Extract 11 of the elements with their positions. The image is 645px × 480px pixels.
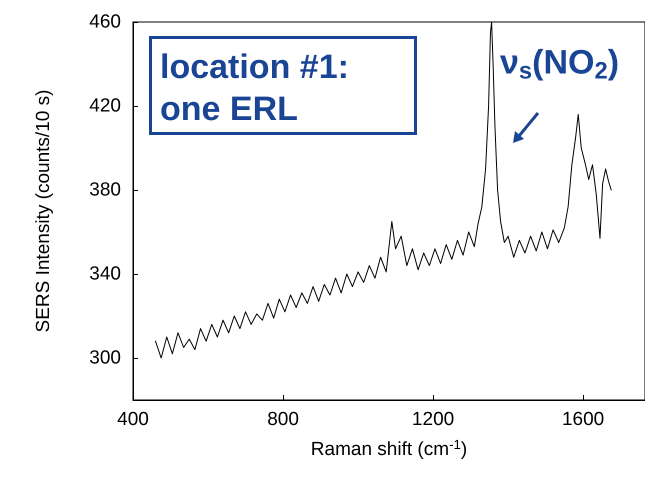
- y-tick-label: 300: [89, 348, 121, 368]
- x-tick-label: 400: [117, 409, 149, 430]
- y-tick-label: 420: [89, 96, 121, 116]
- x-tick-label: 1200: [412, 409, 454, 430]
- y-tick-label: 380: [89, 180, 121, 200]
- y-tick-label: 460: [89, 12, 121, 32]
- y-tick-label: 340: [89, 264, 121, 284]
- y-axis-title: SERS Intensity (counts/10 s): [33, 90, 54, 332]
- x-tick-label: 1600: [562, 409, 604, 430]
- annotation: location #1: one ERL: [160, 48, 349, 128]
- x-tick-label: 800: [267, 409, 299, 430]
